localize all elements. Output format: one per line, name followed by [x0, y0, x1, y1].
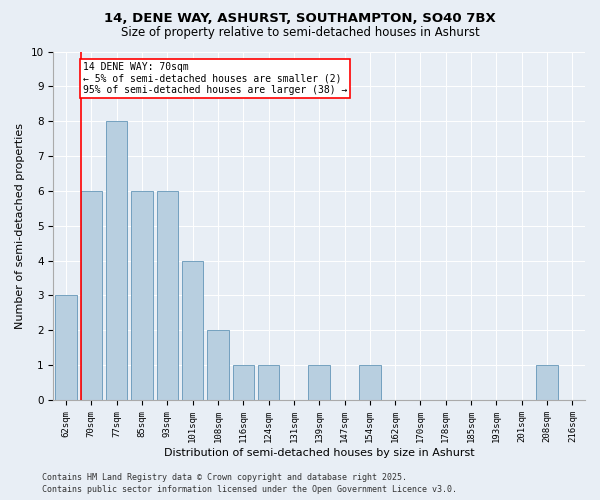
- Text: 14, DENE WAY, ASHURST, SOUTHAMPTON, SO40 7BX: 14, DENE WAY, ASHURST, SOUTHAMPTON, SO40…: [104, 12, 496, 26]
- Bar: [157, 191, 178, 400]
- Y-axis label: Number of semi-detached properties: Number of semi-detached properties: [15, 122, 25, 328]
- Bar: [233, 365, 254, 400]
- Bar: [359, 365, 380, 400]
- Bar: [258, 365, 280, 400]
- Text: Contains HM Land Registry data © Crown copyright and database right 2025.
Contai: Contains HM Land Registry data © Crown c…: [42, 472, 457, 494]
- Text: 14 DENE WAY: 70sqm
← 5% of semi-detached houses are smaller (2)
95% of semi-deta: 14 DENE WAY: 70sqm ← 5% of semi-detached…: [83, 62, 347, 95]
- Bar: [80, 191, 102, 400]
- Bar: [536, 365, 558, 400]
- Bar: [55, 296, 77, 400]
- Bar: [308, 365, 330, 400]
- Text: Size of property relative to semi-detached houses in Ashurst: Size of property relative to semi-detach…: [121, 26, 479, 39]
- Bar: [207, 330, 229, 400]
- X-axis label: Distribution of semi-detached houses by size in Ashurst: Distribution of semi-detached houses by …: [164, 448, 475, 458]
- Bar: [182, 260, 203, 400]
- Bar: [131, 191, 153, 400]
- Bar: [106, 121, 127, 400]
